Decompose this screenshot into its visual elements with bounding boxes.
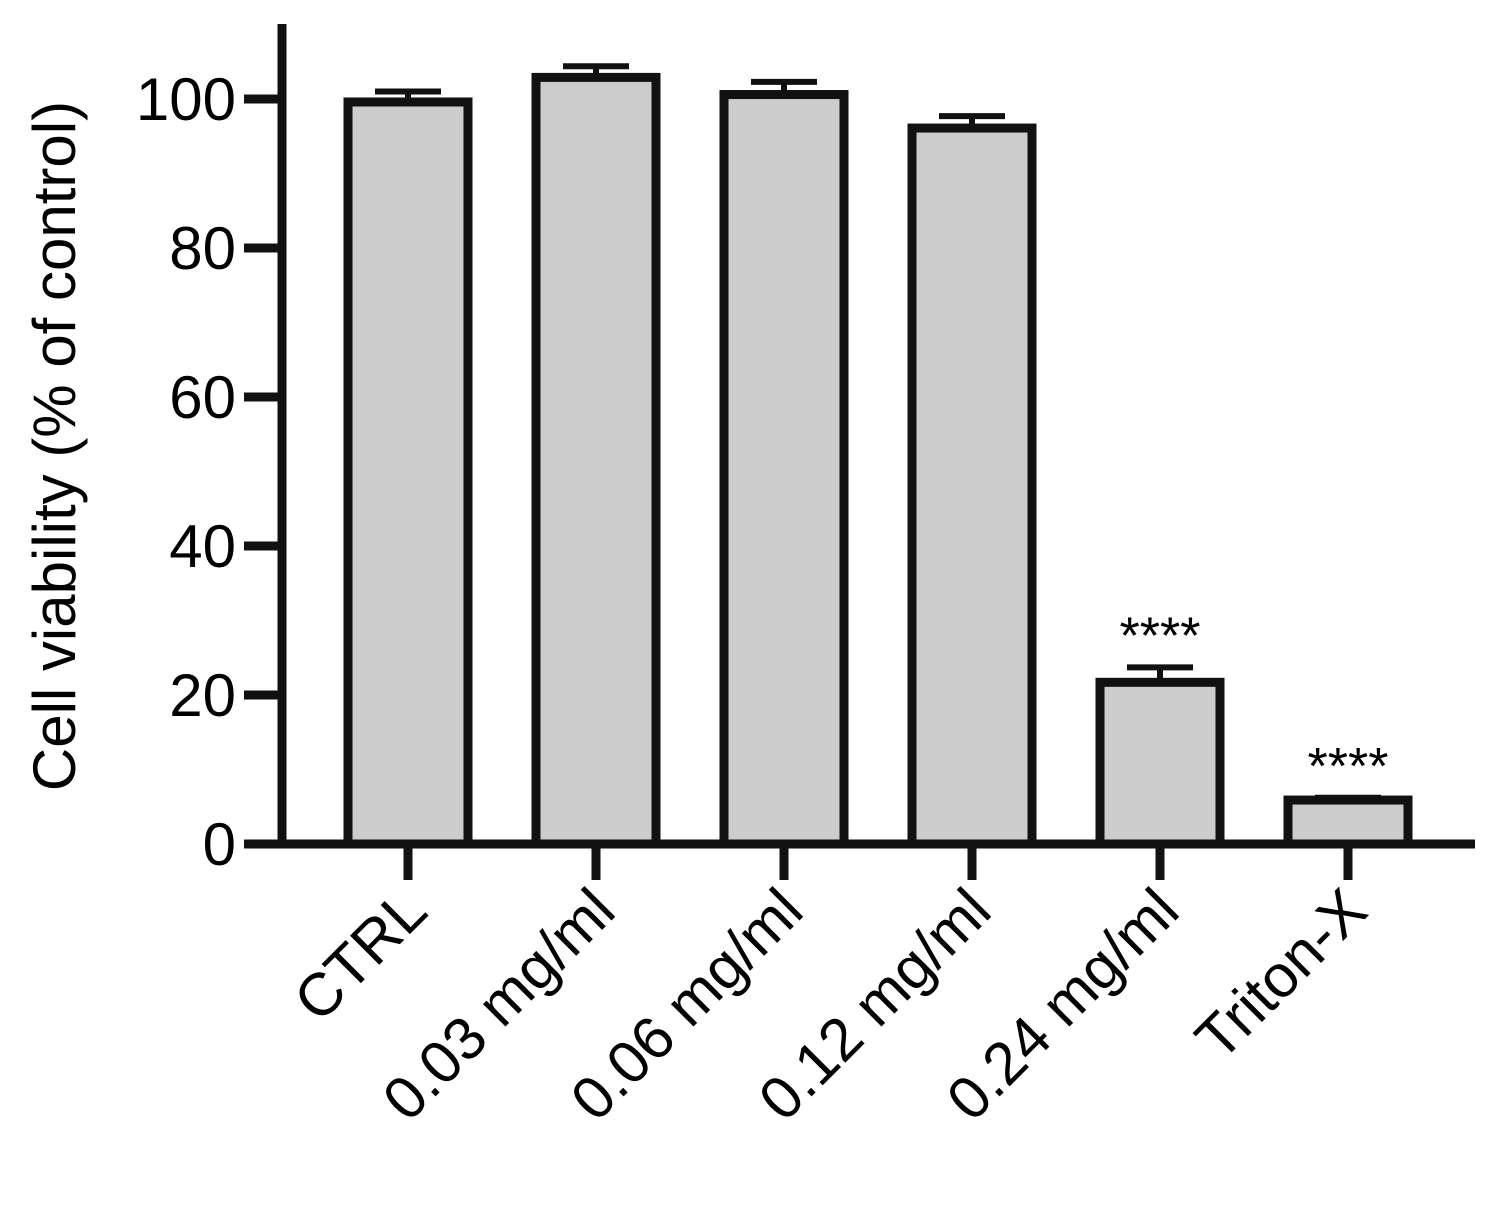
y-tick-label: 80 [169,215,236,282]
y-ticks-layer: 0 20 40 60 80 100 [136,66,282,878]
bar [343,97,473,849]
x-category-label: Triton-X [1183,876,1380,1073]
error-bars-layer [375,63,1381,801]
significance-layer: **** **** [1120,607,1389,795]
y-tick-label: 60 [169,364,236,431]
y-tick-label: 20 [169,662,236,729]
y-axis-title: Cell viability (% of control) [21,101,88,791]
y-tick-label: 0 [203,811,236,878]
significance-label: **** [1120,607,1201,665]
y-tick-label: 100 [136,66,236,133]
bar [719,90,849,849]
x-category-label: CTRL [281,876,439,1034]
bar [1283,795,1413,849]
axes-layer [277,24,1475,849]
bar [907,123,1037,849]
significance-label: **** [1308,738,1389,796]
bar [531,72,661,849]
y-tick-label: 40 [169,513,236,580]
bars-layer [343,72,1413,849]
bar [1095,677,1225,849]
